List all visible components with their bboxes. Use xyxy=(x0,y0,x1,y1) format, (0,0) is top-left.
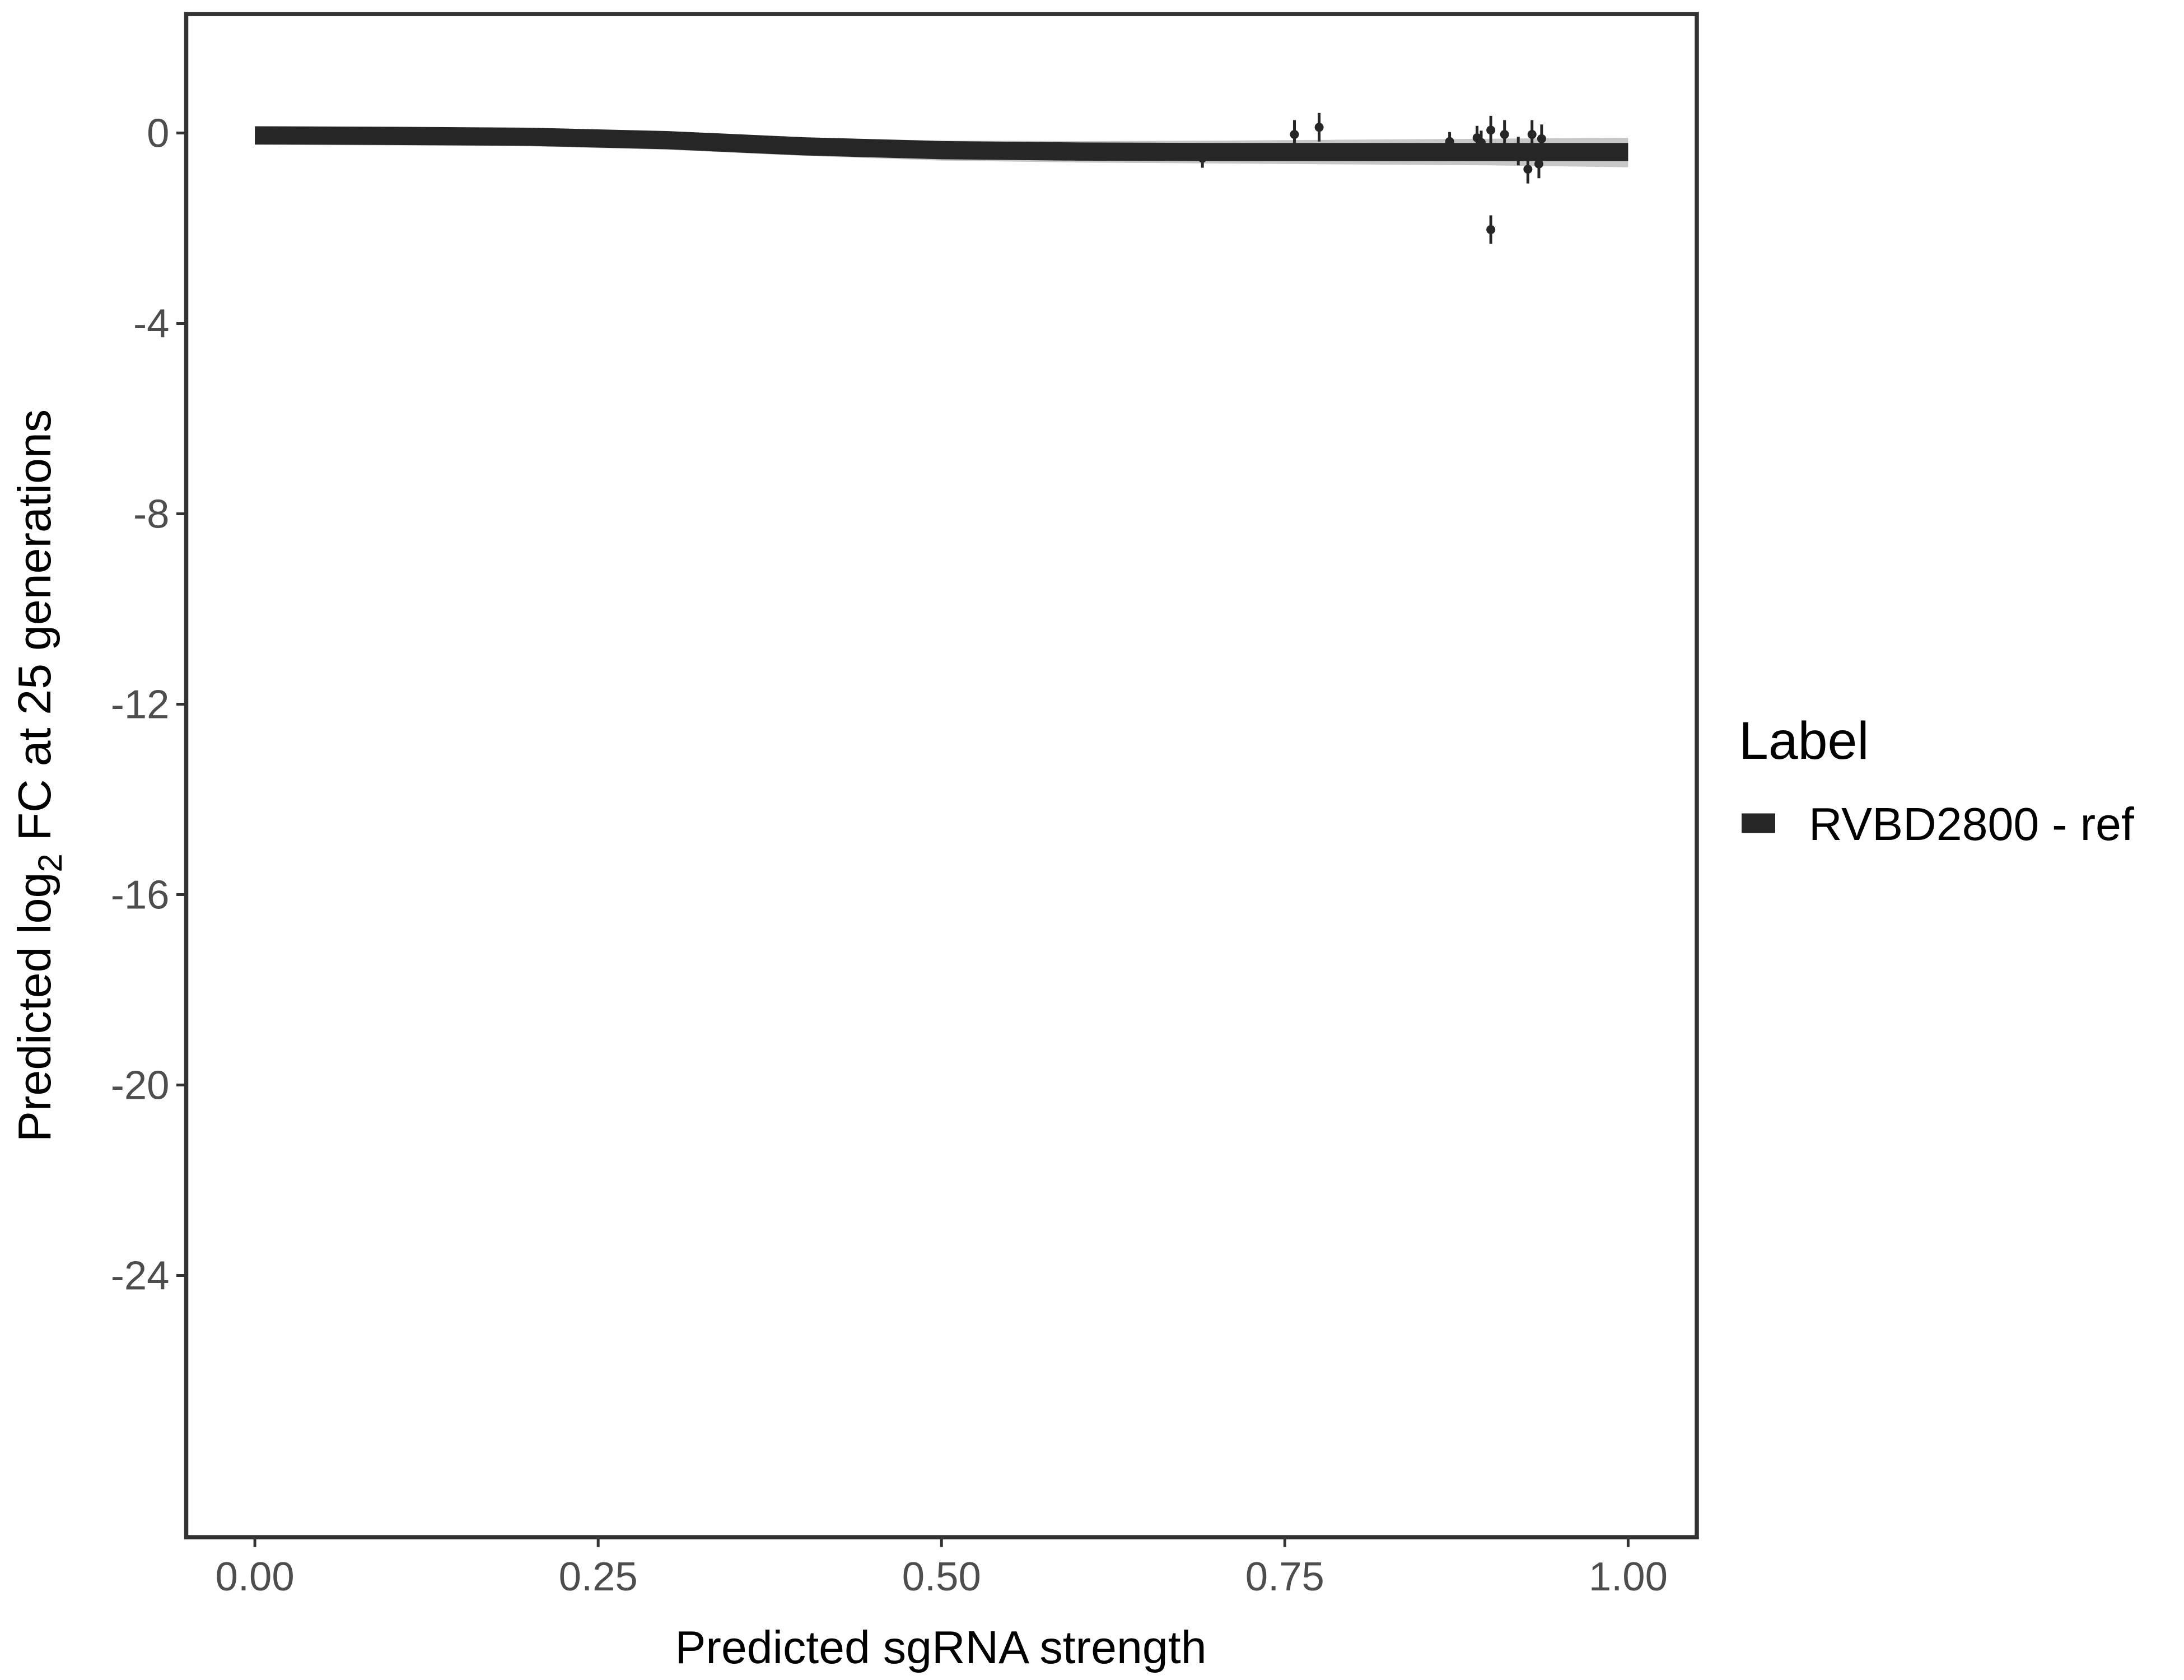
fit-line xyxy=(255,126,1628,161)
legend-label: RVBD2800 - ref xyxy=(1809,799,2135,850)
y-tick-label: -24 xyxy=(111,1253,170,1299)
y-tick-label: -16 xyxy=(111,872,170,918)
point xyxy=(1500,130,1509,139)
point xyxy=(1198,153,1207,163)
y-tick-label: -12 xyxy=(111,682,170,727)
point xyxy=(1527,130,1537,139)
y-tick-label: -8 xyxy=(133,492,169,537)
y-tick-label: -4 xyxy=(133,301,169,347)
y-tick-label: -20 xyxy=(111,1063,170,1108)
point xyxy=(1314,123,1324,132)
point xyxy=(1523,165,1533,174)
y-axis-title-part: FC at 25 generations xyxy=(9,409,60,853)
point xyxy=(1534,159,1543,169)
panel-border xyxy=(184,12,1699,1539)
point xyxy=(1476,138,1486,147)
x-tick-label: 0.00 xyxy=(216,1554,295,1599)
legend-title: Label xyxy=(1739,711,1869,771)
x-tick-label: 1.00 xyxy=(1589,1554,1668,1599)
x-tick-label: 0.75 xyxy=(1245,1554,1324,1599)
y-tick-label: 0 xyxy=(147,111,169,156)
x-axis-title: Predicted sgRNA strength xyxy=(675,1622,1206,1673)
x-tick-label: 0.25 xyxy=(559,1554,638,1599)
point xyxy=(1537,134,1546,143)
y-axis-title-sub: 2 xyxy=(31,853,69,872)
point xyxy=(1290,130,1299,139)
point xyxy=(1514,146,1523,156)
point xyxy=(1445,137,1454,146)
point xyxy=(1486,125,1496,135)
y-axis-title-part: Predicted log xyxy=(9,872,60,1142)
point xyxy=(1486,225,1496,235)
legend-key xyxy=(1742,813,1775,833)
y-axis-title: Predicted log2 FC at 25 generations xyxy=(9,409,69,1142)
x-tick-label: 0.50 xyxy=(902,1554,981,1599)
